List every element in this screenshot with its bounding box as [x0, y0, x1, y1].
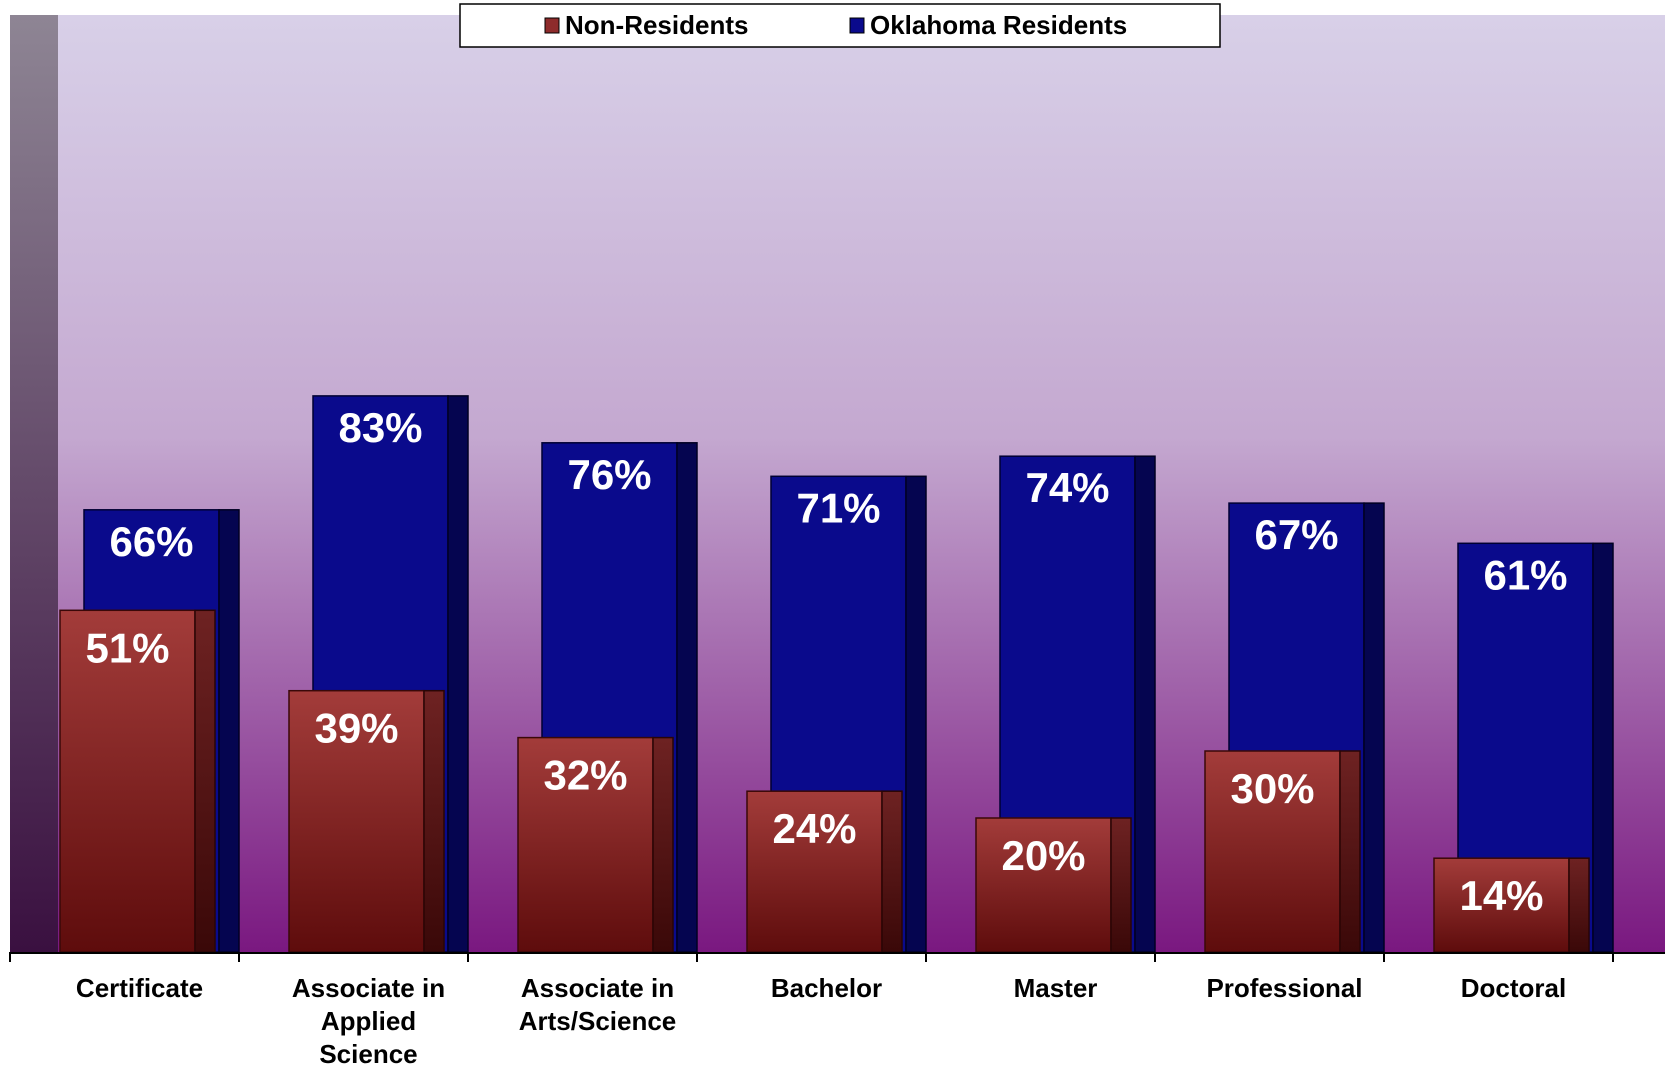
residents-bar-side	[218, 509, 240, 953]
non-residents-bars	[59, 609, 1590, 953]
non-residents-bar-side	[1568, 857, 1590, 953]
category-label: Certificate	[76, 973, 203, 1003]
residents-value-label: 74%	[1025, 464, 1109, 511]
non-residents-bar	[1204, 750, 1341, 953]
non-residents-bar-side	[881, 790, 903, 953]
legend-swatch	[544, 17, 560, 34]
residents-bar-side	[1363, 502, 1385, 953]
residents-value-label: 76%	[567, 451, 651, 498]
non-residents-value-label: 51%	[85, 624, 169, 671]
non-residents-bar-side	[423, 689, 445, 953]
legend: Non-Residents Oklahoma Residents	[459, 3, 1221, 48]
non-residents-bar	[517, 736, 654, 953]
category-label: Bachelor	[771, 973, 882, 1003]
residents-bar-side	[447, 395, 469, 953]
residents-value-label: 67%	[1254, 511, 1338, 558]
category-label: Associate in	[521, 973, 674, 1003]
residents-value-label: 71%	[796, 484, 880, 531]
non-residents-value-label: 24%	[772, 805, 856, 852]
residents-bar-side	[676, 442, 698, 953]
category-label: Applied	[321, 1006, 416, 1036]
legend-swatch	[849, 17, 865, 34]
non-residents-value-label: 20%	[1001, 832, 1085, 879]
category-label: Doctoral	[1461, 973, 1566, 1003]
non-residents-value-label: 39%	[314, 705, 398, 752]
residents-bar-side	[1134, 455, 1156, 953]
x-axis: Certificate Associate inAppliedScienceAss…	[9, 952, 1665, 1069]
non-residents-bar	[975, 817, 1112, 953]
category-label: Master	[1014, 973, 1098, 1003]
category-label: Science	[319, 1039, 417, 1069]
non-residents-bar-side	[652, 736, 674, 953]
residents-value-label: 61%	[1483, 551, 1567, 598]
residents-bar-side	[1592, 542, 1614, 953]
residents-bar-side	[905, 475, 927, 953]
category-label: Arts/Science	[519, 1006, 677, 1036]
category-label: Professional	[1206, 973, 1362, 1003]
non-residents-bar-side	[1339, 750, 1361, 953]
non-residents-bar-side	[194, 609, 216, 953]
non-residents-value-label: 32%	[543, 752, 627, 799]
residents-value-label: 83%	[338, 404, 422, 451]
non-residents-value-label: 30%	[1230, 765, 1314, 812]
residents-value-label: 66%	[109, 518, 193, 565]
non-residents-bar-side	[1110, 817, 1132, 953]
non-residents-bar	[1433, 857, 1570, 953]
non-residents-value-label: 14%	[1459, 872, 1543, 919]
legend-label: Oklahoma Residents	[870, 10, 1127, 40]
value-labels: 66% 51% 83% 39% 76% 32% 71% 24% 74% 20% 67% 30% 61% 1…	[85, 404, 1567, 919]
non-residents-bar	[59, 609, 196, 953]
category-label: Associate in	[292, 973, 445, 1003]
plot-side-wall	[10, 15, 58, 952]
legend-label: Non-Residents	[565, 10, 748, 40]
legend-box	[459, 3, 1221, 48]
